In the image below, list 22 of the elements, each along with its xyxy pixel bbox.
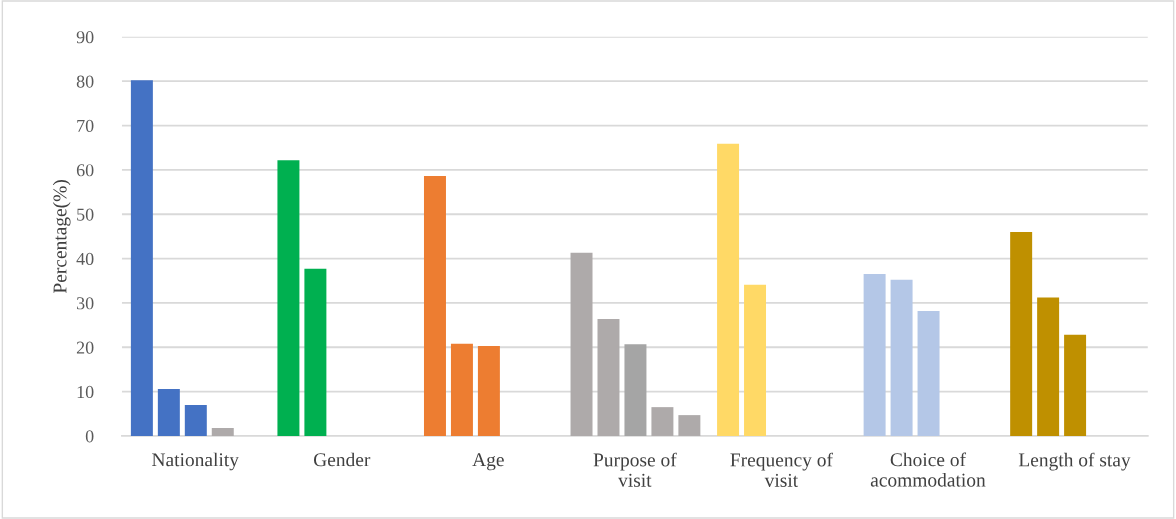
y-tick-label: 20 [76,341,94,354]
y-axis-title: Percentage(%) [52,180,71,294]
x-tick-label: Choice of acommodation [870,452,986,487]
y-tick-label: 40 [76,252,94,266]
bar [211,427,234,436]
y-tick-label: 80 [76,75,94,88]
y-tick-label: 60 [76,164,94,177]
x-tick-label: Nationality [152,452,239,471]
x-tick-label: Length of stay [1018,452,1131,471]
y-tick-label: 50 [77,208,94,221]
y-tick-label: 90 [76,31,94,44]
y-tick-label: 70 [77,119,94,132]
y-tick-label: 30 [76,297,94,310]
x-tick-label: Purpose of visit [593,452,677,487]
x-tick-label: Gender [313,452,371,467]
bar [651,407,674,436]
bar [624,344,647,436]
y-tick-label: 10 [77,385,94,399]
x-tick-label: Age [472,453,504,471]
y-tick-label: 0 [85,430,94,443]
bar [678,415,701,436]
x-tick-label: Frequency of visit [730,452,833,487]
